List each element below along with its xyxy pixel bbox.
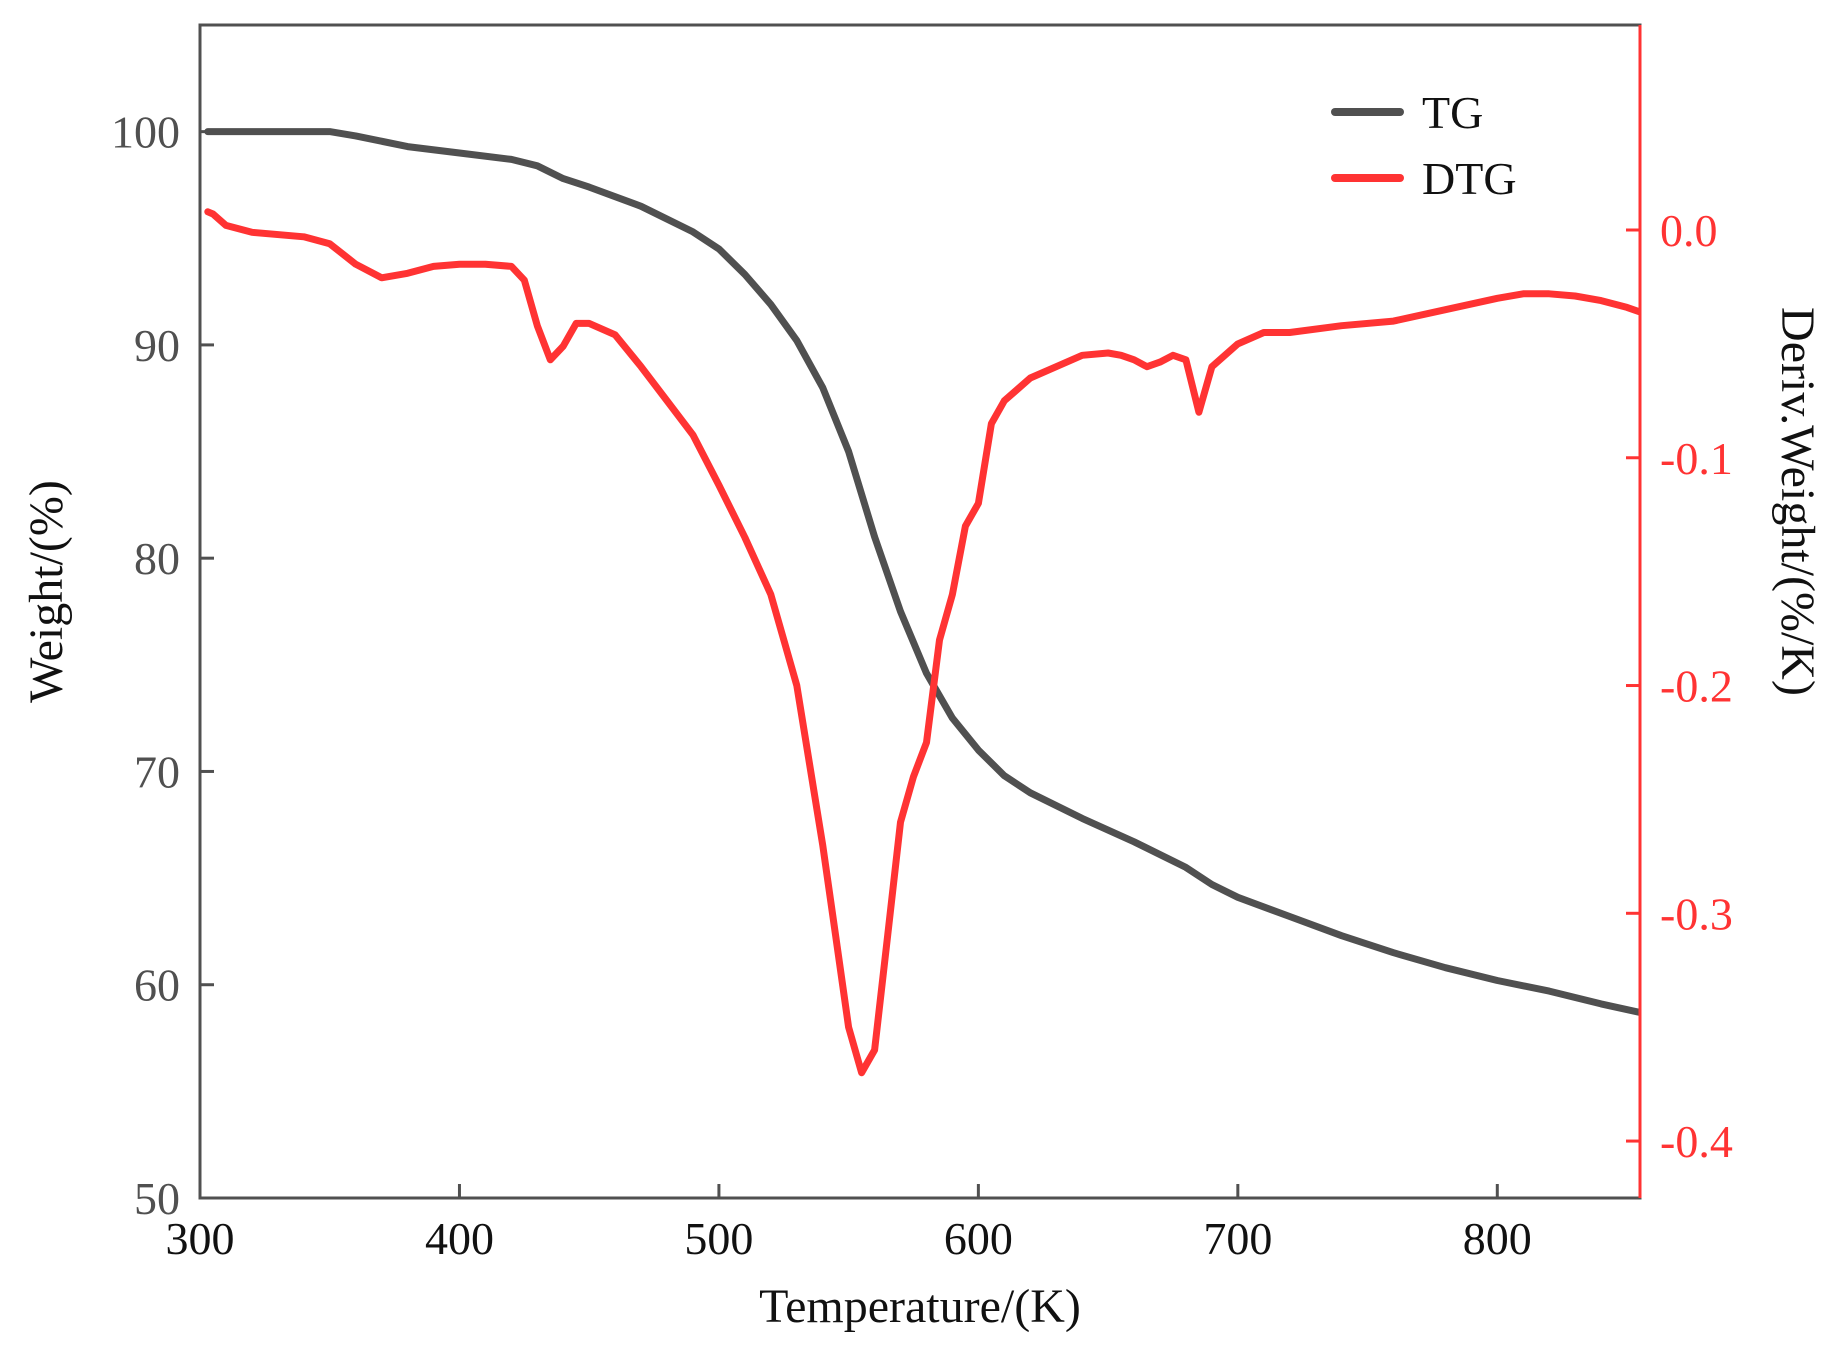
y-tick-label: 50	[134, 1173, 180, 1224]
x-tick-label: 700	[1203, 1213, 1272, 1264]
legend-dtg-label: DTG	[1422, 153, 1517, 204]
y-tick-label: 80	[134, 533, 180, 584]
x-tick-label: 400	[425, 1213, 494, 1264]
y2-tick-label: -0.1	[1660, 433, 1733, 484]
y-tick-label: 100	[111, 107, 180, 158]
right-y-axis-title: Deriv.Weight/(%/K)	[1771, 307, 1824, 696]
y2-tick-label: -0.3	[1660, 888, 1733, 939]
legend: TG DTG	[1331, 87, 1517, 204]
x-axis-title: Temperature/(K)	[759, 1280, 1081, 1333]
y2-tick-label: -0.2	[1660, 661, 1733, 712]
y-tick-label: 70	[134, 746, 180, 797]
x-axis: 300 400 500 600 700 800	[166, 1184, 1532, 1264]
x-tick-label: 800	[1463, 1213, 1532, 1264]
series-layer	[204, 128, 1640, 1077]
y-tick-label: 60	[134, 960, 180, 1011]
series-dtg-line	[204, 208, 1640, 1077]
y2-tick-label: 0.0	[1660, 205, 1718, 256]
left-y-axis-title: Weight/(%)	[20, 480, 73, 703]
y-tick-label: 90	[134, 320, 180, 371]
x-tick-label: 300	[166, 1213, 235, 1264]
x-tick-label: 600	[944, 1213, 1013, 1264]
y2-tick-label: -0.4	[1660, 1116, 1733, 1167]
legend-tg-label: TG	[1422, 87, 1483, 138]
right-y-axis: 0.0 -0.1 -0.2 -0.3 -0.4	[1626, 205, 1733, 1167]
left-y-axis: 50 60 70 80 90 100	[111, 107, 214, 1224]
series-tg-line	[204, 128, 1640, 1016]
x-tick-label: 500	[684, 1213, 753, 1264]
